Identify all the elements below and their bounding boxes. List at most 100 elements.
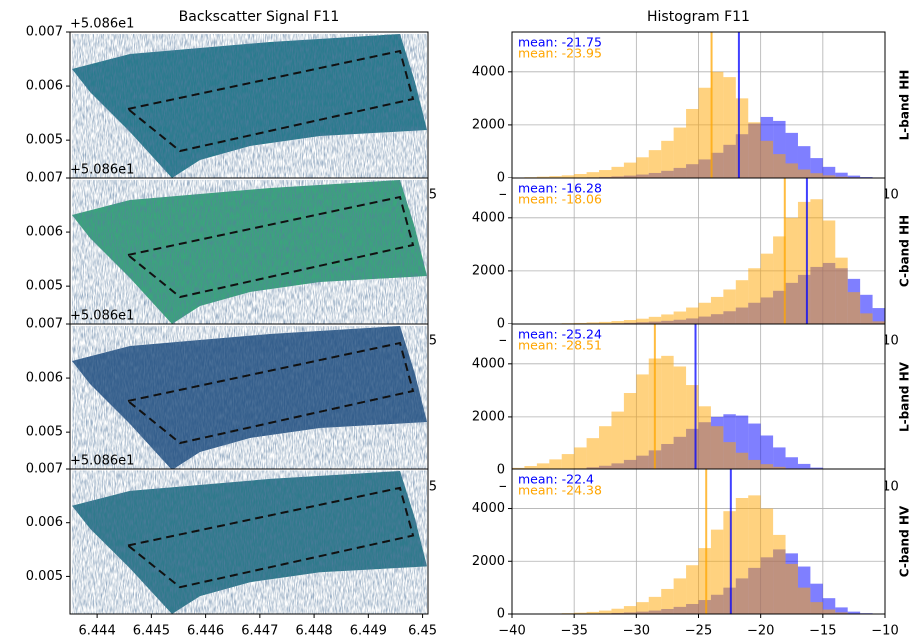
y-tick-label: 0.006	[26, 515, 63, 530]
offset-label: +5.086e1	[70, 454, 134, 469]
histogram-bar	[561, 175, 575, 178]
histogram-bar	[710, 529, 724, 614]
histogram-bar	[623, 606, 637, 614]
y-tick-label: 0.007	[26, 462, 63, 477]
x-tick-label: 6.448	[295, 624, 332, 639]
histogram-bar	[673, 127, 687, 178]
histogram-bar	[785, 163, 798, 178]
offset-label: +5.086e1	[70, 17, 134, 32]
histogram-bar	[623, 320, 637, 324]
mean-label: mean: -21.75	[518, 35, 602, 50]
histogram-bar	[599, 170, 612, 178]
histogram-bar	[872, 321, 885, 324]
field-texture	[72, 326, 427, 470]
histogram-bar	[847, 611, 861, 614]
histogram-bar	[698, 302, 711, 324]
histogram-bar	[773, 466, 786, 470]
image	[72, 326, 427, 470]
histogram-bar	[735, 498, 749, 614]
histogram-bar	[748, 268, 761, 324]
histogram-bar	[536, 463, 550, 470]
y-tick-label: 4000	[472, 210, 505, 225]
histogram-bar	[698, 548, 711, 614]
histogram-bar	[760, 140, 774, 178]
histogram-bar	[773, 534, 786, 614]
histogram-bar	[661, 314, 674, 324]
x-tick-label: −20	[747, 624, 774, 639]
histogram-bar	[599, 610, 612, 614]
histogram-bar	[673, 366, 687, 470]
histogram-bar	[710, 296, 724, 324]
histogram-bar	[636, 602, 649, 614]
y-tick-label: 0.006	[26, 225, 63, 240]
y-tick-label: 2000	[472, 409, 505, 424]
x-tick-label: −15	[809, 624, 836, 639]
histogram-bar	[785, 457, 798, 470]
histogram-bar	[860, 313, 873, 324]
histogram-bar	[661, 140, 674, 178]
histogram-bar	[735, 452, 749, 470]
row-label: L-band HV	[898, 361, 912, 432]
histogram-bar	[623, 393, 637, 470]
histogram-bar	[611, 411, 624, 470]
histogram-bar	[810, 602, 823, 614]
histogram-bar	[723, 289, 736, 324]
row-label: C-band HV	[898, 505, 912, 577]
histogram-bar	[661, 355, 674, 470]
histogram-bar	[586, 172, 600, 178]
region-outline	[125, 486, 415, 589]
mean-label: mean: -25.24	[518, 327, 602, 342]
histogram-bar	[773, 447, 786, 470]
y-tick-label: 4000	[472, 356, 505, 371]
histogram-bar	[524, 466, 537, 470]
image	[72, 470, 427, 614]
field-texture	[72, 180, 427, 324]
row-label: L-band HH	[898, 70, 912, 141]
x-tick-label: −10	[871, 624, 898, 639]
histogram-bar	[574, 447, 587, 470]
histogram-bar	[797, 201, 811, 324]
histogram-bar	[760, 253, 774, 324]
histogram-bar	[636, 374, 649, 470]
histogram-bar	[723, 442, 736, 470]
histogram-bar	[648, 150, 662, 178]
histogram-bar	[785, 217, 798, 324]
chart-title: Backscatter Signal F11	[179, 9, 340, 25]
histogram-bar	[673, 578, 687, 614]
histogram-bar	[549, 459, 562, 470]
histogram-bar	[574, 612, 587, 614]
histogram-bar	[574, 174, 587, 178]
y-tick-label: 0.005	[26, 279, 63, 294]
histogram-bar	[623, 162, 637, 178]
histogram-bar	[710, 426, 724, 470]
histogram-bar	[760, 435, 774, 470]
x-tick-label: 6.45	[408, 624, 437, 639]
y-tick-label: 4000	[472, 501, 505, 516]
y-tick-label: 4000	[472, 64, 505, 79]
y-tick-label: 0	[497, 317, 505, 332]
histogram-bar	[835, 607, 848, 614]
y-tick-label: 0	[497, 171, 505, 186]
image	[72, 34, 427, 178]
histogram-bar	[648, 596, 662, 614]
x-tick-label: −25	[685, 624, 712, 639]
y-tick-label: 0.006	[26, 371, 63, 386]
y-tick-label: 0.007	[26, 171, 63, 186]
histogram-bar	[611, 321, 624, 324]
offset-label: +5.086e1	[70, 309, 134, 324]
mean-label: mean: -28.51	[518, 338, 602, 353]
histogram-bar	[797, 587, 811, 614]
region-outline	[125, 195, 415, 299]
histogram-bar	[586, 611, 600, 614]
axes-frame	[69, 468, 429, 615]
y-tick-label: 0.005	[26, 133, 63, 148]
histogram-bar	[549, 176, 562, 178]
histogram-bar	[748, 495, 761, 614]
histogram-bar	[810, 158, 823, 178]
histogram-bar	[698, 87, 711, 178]
histogram-bar	[698, 406, 711, 470]
histogram-bar	[797, 169, 811, 178]
histogram-bar	[835, 612, 848, 614]
histogram-bar	[686, 108, 699, 178]
